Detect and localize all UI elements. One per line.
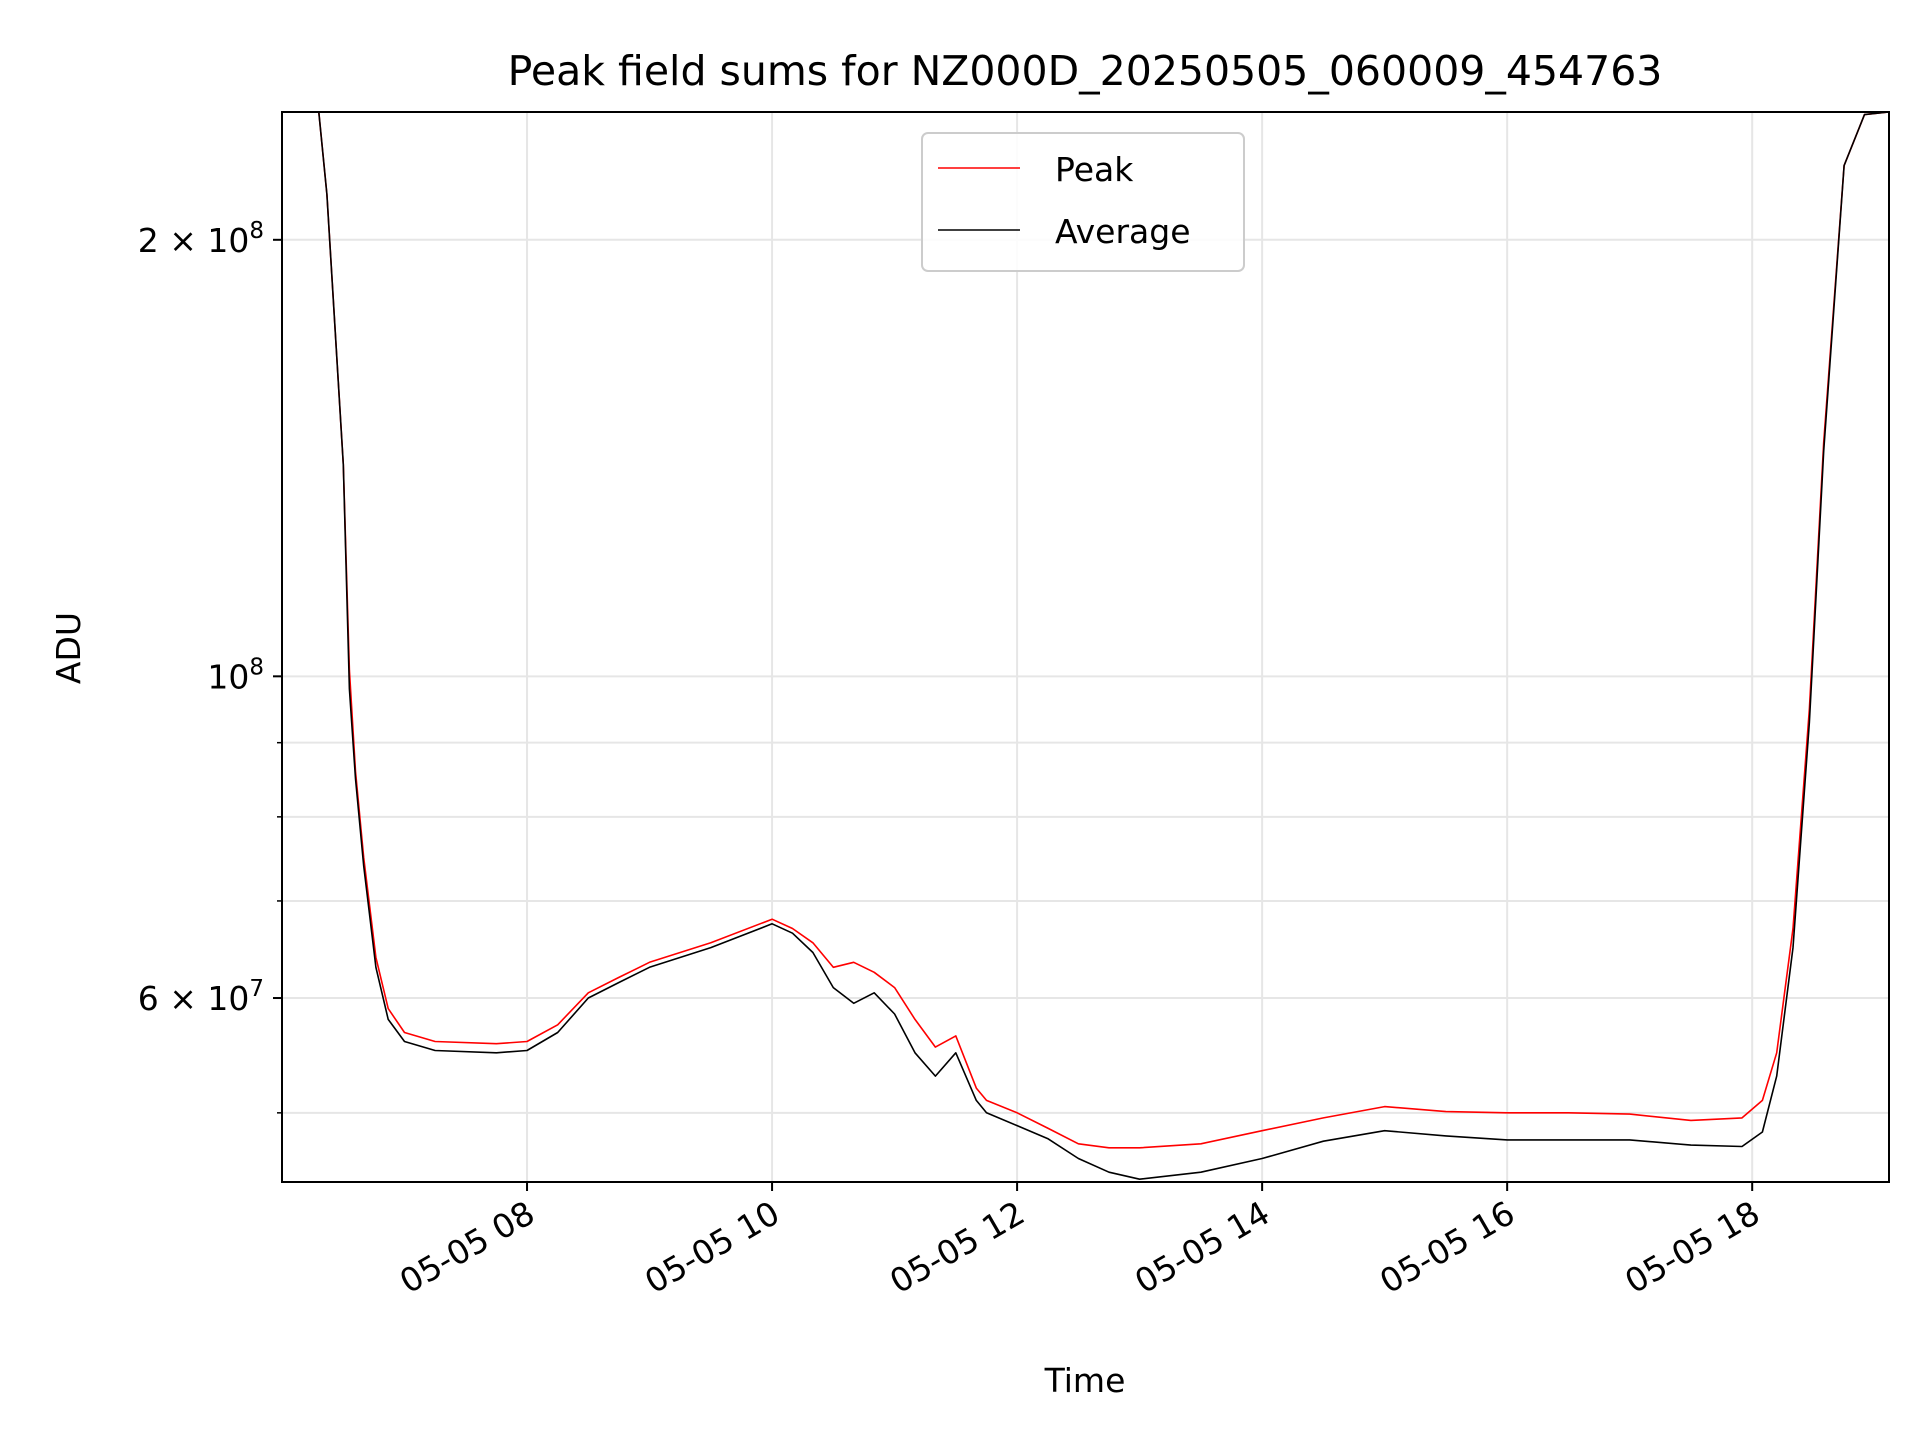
plot-frame <box>281 111 1890 1183</box>
y-tick-exponent: 8 <box>249 654 264 680</box>
series-line-average <box>282 112 1889 1180</box>
y-tick-label: 108 <box>207 654 264 696</box>
y-tick-exponent: 8 <box>249 218 264 244</box>
series-lines <box>282 112 1889 1180</box>
y-tick-base: 10 <box>207 979 249 1018</box>
chart-title: Peak field sums for NZ000D_20250505_0600… <box>508 47 1663 95</box>
y-tick-label: 2 × 108 <box>138 218 264 260</box>
y-tick-base: 10 <box>207 221 249 260</box>
x-axis-label: Time <box>1044 1361 1126 1400</box>
y-tick-mantissa: 6 <box>138 979 159 1018</box>
series-line-peak <box>282 112 1889 1149</box>
y-tick-label: 6 × 107 <box>138 976 264 1018</box>
legend: Peak Average <box>921 132 1245 272</box>
y-tick-base: 10 <box>207 657 249 696</box>
legend-label-average: Average <box>1055 212 1191 251</box>
grid <box>282 112 1889 1182</box>
y-axis-label: ADU <box>49 612 88 684</box>
y-tick-times: × <box>159 221 208 260</box>
y-tick-times: × <box>159 979 208 1018</box>
legend-label-peak: Peak <box>1055 150 1134 189</box>
y-tick-mantissa: 2 <box>138 221 159 260</box>
y-tick-exponent: 7 <box>249 976 264 1002</box>
